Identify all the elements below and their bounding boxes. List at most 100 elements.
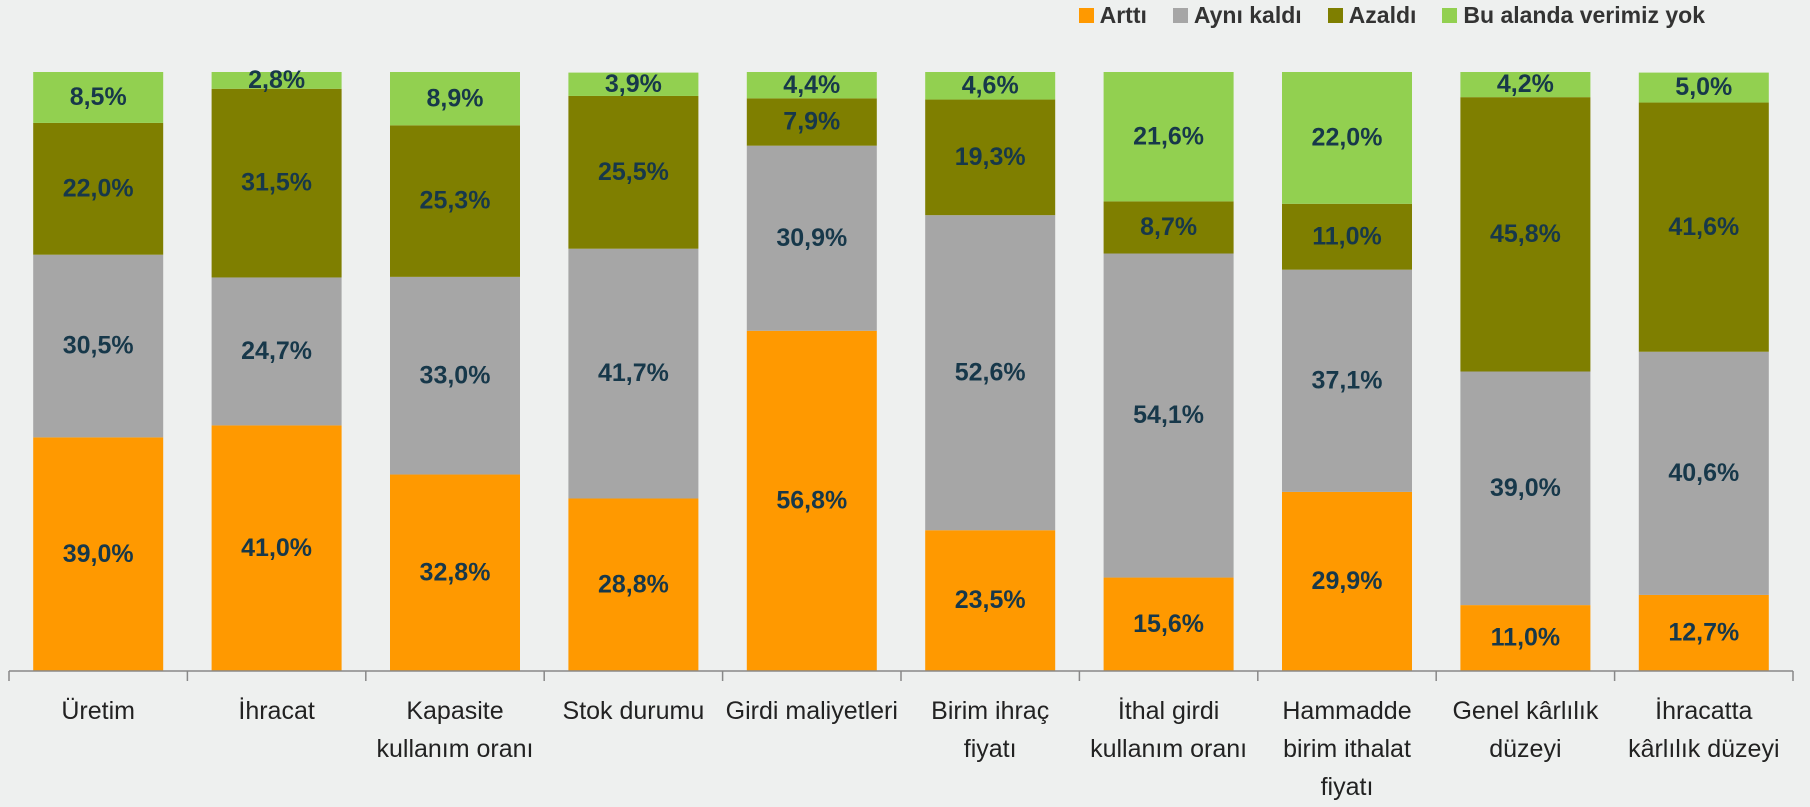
- value-label: 30,9%: [776, 224, 847, 252]
- bar-segment: [211, 72, 342, 89]
- value-label: 15,6%: [1133, 610, 1204, 638]
- bar-segment: [1460, 72, 1591, 98]
- value-label: 29,9%: [1312, 567, 1383, 595]
- bar-segment: [925, 215, 1056, 531]
- value-label: 23,5%: [955, 586, 1026, 614]
- value-label: 37,1%: [1312, 366, 1383, 394]
- value-label: 4,4%: [783, 71, 840, 99]
- bar-segment: [1460, 371, 1591, 606]
- value-label: 4,6%: [962, 71, 1019, 99]
- bar-segment: [568, 248, 699, 499]
- value-label: 21,6%: [1133, 122, 1204, 150]
- x-tick-label: Üretim: [61, 697, 135, 725]
- bar-segment: [925, 530, 1056, 671]
- bar-segment: [211, 277, 342, 426]
- value-label: 8,9%: [427, 84, 484, 112]
- bar-segment: [1282, 269, 1412, 492]
- value-label: 39,0%: [63, 540, 134, 568]
- value-label: 25,3%: [420, 187, 491, 215]
- value-label: 41,7%: [598, 359, 669, 387]
- x-tick-label: İthal girdi kullanım oranı: [1090, 697, 1248, 763]
- bar-segment: [390, 474, 520, 671]
- bar-segment: [925, 72, 1056, 100]
- value-label: 33,0%: [420, 361, 491, 389]
- value-label: 52,6%: [955, 358, 1026, 386]
- bar-segment: [33, 122, 164, 255]
- bar-segment: [746, 98, 877, 146]
- value-label: 54,1%: [1133, 401, 1204, 429]
- x-tick-label: Kapasite kullanım oranı: [376, 697, 534, 763]
- value-label: 8,5%: [70, 83, 127, 111]
- legend-label: Aynı kaldı: [1193, 2, 1302, 28]
- bar-segment: [568, 498, 699, 671]
- bar-segment: [211, 425, 342, 671]
- value-label: 8,7%: [1140, 213, 1197, 241]
- value-label: 11,0%: [1491, 624, 1561, 652]
- value-label: 19,3%: [955, 143, 1026, 171]
- value-label: 40,6%: [1668, 459, 1739, 487]
- value-label: 2,8%: [248, 66, 305, 94]
- value-label: 25,5%: [598, 158, 669, 186]
- bar-segment: [1282, 491, 1412, 671]
- bar-segment: [568, 95, 699, 249]
- bar-segment: [746, 72, 877, 99]
- legend-swatch: [1327, 8, 1343, 23]
- value-label: 22,0%: [1312, 123, 1383, 151]
- x-tick-label: Genel kârlılık düzeyi: [1452, 697, 1599, 763]
- bar-segment: [1460, 605, 1591, 671]
- bar-segment: [1282, 72, 1412, 204]
- value-label: 3,9%: [605, 70, 662, 98]
- x-tick-label: Hammadde birim ithalat fiyatı: [1282, 697, 1412, 801]
- value-label: 45,8%: [1490, 220, 1561, 248]
- legend-label: Bu alanda verimiz yok: [1463, 2, 1705, 28]
- legend-item: Azaldı: [1327, 2, 1416, 29]
- value-label: 31,5%: [241, 169, 312, 197]
- value-label: 56,8%: [776, 486, 847, 514]
- value-label: 5,0%: [1675, 73, 1732, 101]
- value-label: 7,9%: [783, 108, 840, 136]
- bar-segment: [33, 254, 164, 438]
- bar-segment: [925, 99, 1056, 216]
- x-tick-label: İhracatta kârlılık düzeyi: [1628, 697, 1780, 763]
- value-label: 41,6%: [1668, 213, 1739, 241]
- bar-segment: [1103, 72, 1234, 202]
- legend-swatch: [1078, 8, 1094, 23]
- bar-segment: [746, 145, 877, 331]
- legend-item: Bu alanda verimiz yok: [1442, 2, 1705, 29]
- legend-label: Arttı: [1099, 2, 1147, 28]
- legend: Arttı Aynı kaldı Azaldı Bu alanda verimiz y…: [1078, 2, 1705, 29]
- bar-segment: [1103, 253, 1234, 578]
- bar-segment: [568, 72, 699, 96]
- bar-segment: [1638, 594, 1769, 671]
- bar-segment: [211, 88, 342, 278]
- legend-item: Arttı: [1078, 2, 1147, 29]
- value-label: 22,0%: [63, 174, 134, 202]
- bar-segment: [746, 330, 877, 671]
- bar-segment: [1460, 97, 1591, 372]
- bar-segment: [390, 276, 520, 475]
- x-tick-label: Stok durumu: [562, 697, 705, 725]
- bar-segment: [390, 72, 520, 126]
- value-label: 30,5%: [63, 332, 134, 360]
- bar-segment: [33, 437, 164, 671]
- value-label: 41,0%: [241, 534, 312, 562]
- legend-item: Aynı kaldı: [1172, 2, 1302, 29]
- bar-segment: [1638, 72, 1769, 103]
- value-label: 11,0%: [1312, 222, 1382, 250]
- bar-segment: [1103, 201, 1234, 254]
- value-label: 4,2%: [1497, 70, 1554, 98]
- value-label: 39,0%: [1490, 474, 1561, 502]
- bar-segment: [1638, 102, 1769, 352]
- bar-segment: [390, 125, 520, 277]
- bar-segment: [1638, 351, 1769, 595]
- x-tick-label: Birim ihraç fiyatı: [931, 697, 1050, 763]
- x-tick-label: Girdi maliyetleri: [725, 697, 898, 725]
- bar-segment: [1103, 577, 1234, 671]
- value-label: 32,8%: [420, 558, 491, 586]
- value-label: 24,7%: [241, 337, 312, 365]
- value-label: 28,8%: [598, 570, 669, 598]
- bar-segment: [1282, 203, 1412, 270]
- bar-segment: [33, 72, 164, 123]
